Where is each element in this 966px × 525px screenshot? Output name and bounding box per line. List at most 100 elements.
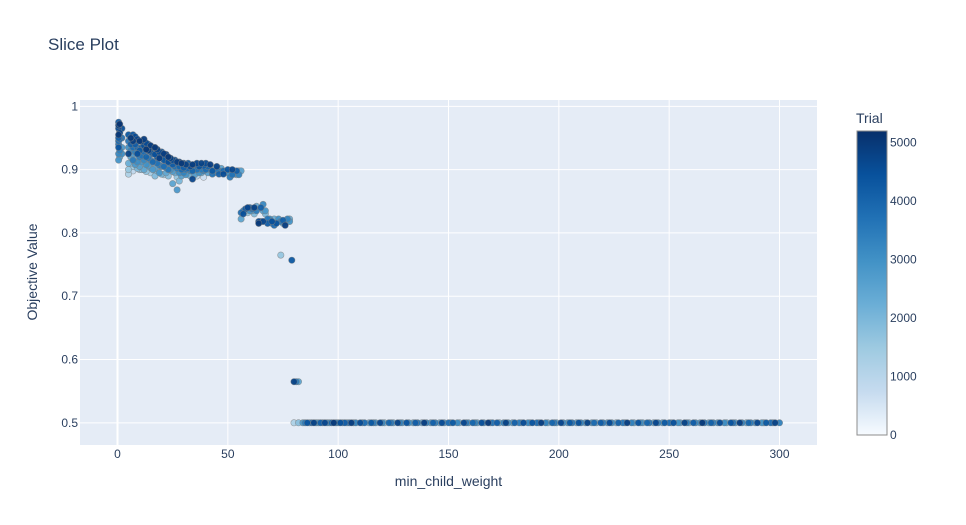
data-point[interactable] (125, 166, 133, 174)
data-point[interactable] (420, 419, 428, 427)
data-point[interactable] (290, 378, 298, 386)
scatter-points (115, 118, 783, 427)
data-point[interactable] (164, 153, 172, 161)
data-point[interactable] (244, 204, 252, 212)
data-point[interactable] (173, 186, 181, 194)
data-point[interactable] (281, 221, 289, 229)
data-point[interactable] (528, 419, 536, 427)
data-point[interactable] (178, 159, 186, 167)
data-point[interactable] (403, 419, 411, 427)
data-point[interactable] (394, 419, 402, 427)
data-point[interactable] (129, 156, 137, 164)
data-point[interactable] (169, 180, 177, 188)
data-point[interactable] (330, 419, 338, 427)
data-point[interactable] (385, 419, 393, 427)
data-point[interactable] (136, 137, 144, 145)
data-point[interactable] (429, 419, 437, 427)
data-point[interactable] (689, 419, 697, 427)
data-point[interactable] (661, 419, 669, 427)
data-point[interactable] (566, 419, 574, 427)
data-point[interactable] (149, 166, 157, 174)
data-point[interactable] (189, 175, 197, 183)
data-point[interactable] (583, 419, 591, 427)
data-point[interactable] (125, 150, 133, 158)
colorbar-tick-label: 2000 (890, 311, 917, 325)
data-point[interactable] (484, 419, 492, 427)
data-point[interactable] (614, 419, 622, 427)
data-point[interactable] (288, 256, 296, 264)
data-point[interactable] (548, 419, 556, 427)
data-point[interactable] (310, 419, 318, 427)
data-point[interactable] (115, 156, 123, 164)
data-point[interactable] (707, 419, 715, 427)
data-point[interactable] (197, 159, 205, 167)
data-point[interactable] (652, 419, 660, 427)
y-tick-label: 0.9 (61, 163, 78, 177)
data-point[interactable] (727, 419, 735, 427)
data-point[interactable] (303, 419, 311, 427)
chart-title: Slice Plot (48, 35, 119, 54)
data-point[interactable] (716, 419, 724, 427)
data-point[interactable] (736, 419, 744, 427)
data-point[interactable] (213, 163, 221, 171)
data-point[interactable] (606, 419, 614, 427)
data-point[interactable] (115, 144, 123, 152)
data-point[interactable] (469, 419, 477, 427)
data-point[interactable] (356, 419, 364, 427)
data-point[interactable] (155, 169, 163, 177)
x-tick-label: 300 (769, 447, 789, 461)
data-point[interactable] (115, 131, 123, 139)
data-point[interactable] (277, 251, 285, 259)
data-point[interactable] (460, 419, 468, 427)
data-point[interactable] (250, 204, 258, 212)
data-point[interactable] (493, 419, 501, 427)
data-point[interactable] (478, 419, 486, 427)
data-point[interactable] (597, 419, 605, 427)
data-point[interactable] (116, 120, 124, 128)
data-point[interactable] (762, 419, 770, 427)
data-point[interactable] (206, 161, 214, 169)
data-point[interactable] (745, 419, 753, 427)
data-point[interactable] (257, 204, 265, 212)
data-point[interactable] (149, 158, 157, 166)
data-point[interactable] (502, 419, 510, 427)
data-point[interactable] (133, 150, 141, 158)
data-point[interactable] (239, 210, 247, 218)
data-point[interactable] (623, 419, 631, 427)
x-tick-label: 250 (659, 447, 679, 461)
data-point[interactable] (255, 219, 263, 227)
data-point[interactable] (321, 419, 329, 427)
data-point[interactable] (681, 419, 689, 427)
data-point[interactable] (189, 161, 197, 169)
data-point[interactable] (753, 419, 761, 427)
data-point[interactable] (411, 419, 419, 427)
data-point[interactable] (219, 170, 227, 178)
data-point[interactable] (438, 419, 446, 427)
data-point[interactable] (336, 419, 344, 427)
data-point[interactable] (142, 145, 150, 153)
data-point[interactable] (771, 419, 779, 427)
x-tick-label: 0 (114, 447, 121, 461)
data-point[interactable] (449, 419, 457, 427)
data-point[interactable] (142, 153, 150, 161)
data-point[interactable] (347, 419, 355, 427)
data-point[interactable] (537, 419, 545, 427)
data-point[interactable] (519, 419, 527, 427)
data-point[interactable] (634, 419, 642, 427)
data-point[interactable] (268, 218, 276, 226)
data-point[interactable] (643, 419, 651, 427)
data-point[interactable] (557, 419, 565, 427)
data-point[interactable] (511, 419, 519, 427)
data-point[interactable] (590, 419, 598, 427)
colorbar-tick-label: 1000 (890, 370, 917, 384)
data-point[interactable] (151, 144, 159, 152)
data-point[interactable] (127, 134, 135, 142)
data-point[interactable] (155, 154, 163, 162)
data-point[interactable] (575, 419, 583, 427)
data-point[interactable] (228, 166, 236, 174)
data-point[interactable] (376, 419, 384, 427)
data-point[interactable] (670, 419, 678, 427)
data-point[interactable] (208, 167, 216, 175)
data-point[interactable] (367, 419, 375, 427)
data-point[interactable] (698, 419, 706, 427)
